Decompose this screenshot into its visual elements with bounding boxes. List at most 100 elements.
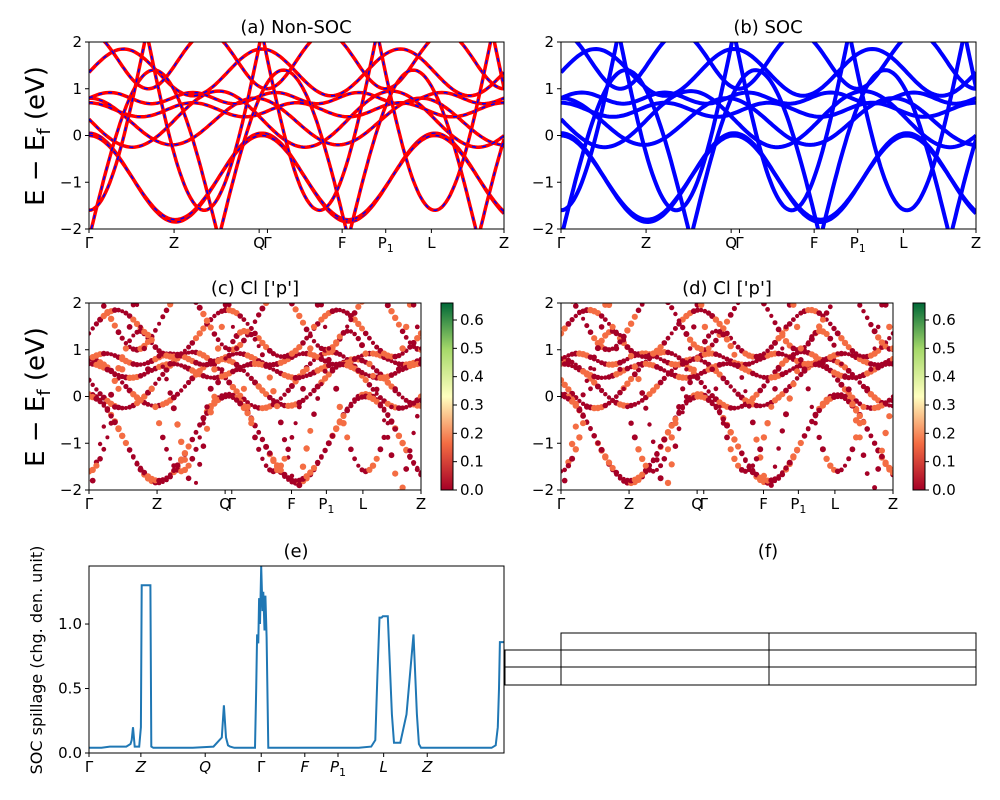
band-point <box>303 445 310 452</box>
band-point <box>654 467 659 472</box>
band-point <box>753 402 760 409</box>
band-point <box>227 394 232 399</box>
band-point <box>768 403 775 410</box>
band-point <box>647 422 652 427</box>
band-point <box>775 326 782 333</box>
band-line-dashed <box>89 42 504 212</box>
band-point <box>226 379 233 386</box>
band-point <box>119 335 125 341</box>
band-point <box>359 369 365 376</box>
panel-e-frame <box>88 565 505 754</box>
band-point <box>396 353 402 359</box>
band-point <box>602 317 608 322</box>
band-point <box>750 467 756 473</box>
band-point <box>260 456 265 461</box>
band-point <box>163 307 170 314</box>
band-point <box>676 410 682 416</box>
band-point <box>657 443 664 450</box>
band-point <box>835 377 841 383</box>
band-point <box>565 386 572 393</box>
x-tick-label: F <box>759 495 768 513</box>
band-point <box>665 303 671 306</box>
band-point <box>724 434 730 441</box>
band-point <box>691 324 697 330</box>
band-point <box>175 362 180 367</box>
panel-e-spillage <box>89 566 504 749</box>
band-point <box>200 416 206 422</box>
band-point <box>145 402 151 407</box>
band-point <box>806 340 811 345</box>
band-point <box>834 330 841 337</box>
band-point <box>219 367 225 373</box>
band-point <box>296 482 303 489</box>
panel-a-title: (a) Non-SOC <box>240 17 351 38</box>
band-point <box>720 416 726 422</box>
colorbar-tick-label: 0.2 <box>460 424 484 442</box>
band-point <box>333 307 339 313</box>
colorbar-tick-label: 0.1 <box>932 453 956 471</box>
band-point <box>373 386 380 393</box>
colorbar-tick-label: 0.4 <box>460 368 484 386</box>
y-tick-label: 1 <box>544 341 554 359</box>
band-point <box>710 330 715 335</box>
x-tick-label: Γ <box>263 234 272 252</box>
band-point <box>717 410 722 416</box>
band-point <box>392 371 398 376</box>
band-point <box>356 463 361 468</box>
band-point <box>882 303 889 308</box>
band-point <box>135 460 139 465</box>
band-point <box>119 354 126 361</box>
band-point <box>322 368 328 374</box>
band-point <box>669 305 675 311</box>
band-point <box>97 456 103 462</box>
band-point <box>215 379 222 386</box>
band-point <box>801 433 808 439</box>
band-point <box>211 331 218 337</box>
band-point <box>392 314 399 321</box>
x-tick-label: F <box>338 234 347 252</box>
y-tick-label: 0.0 <box>58 744 82 762</box>
band-point <box>795 313 800 319</box>
band-point <box>108 413 114 419</box>
band-point <box>723 318 731 325</box>
band-point <box>344 328 350 334</box>
band-point <box>256 344 261 349</box>
band-point <box>300 397 306 403</box>
y-tick-label: −1 <box>532 434 554 452</box>
band-point <box>606 347 612 353</box>
band-point <box>841 339 849 347</box>
band-point <box>366 360 373 368</box>
band-point <box>864 471 870 476</box>
band-point <box>628 420 634 426</box>
band-point <box>308 392 313 397</box>
band-point <box>768 482 774 488</box>
band-point <box>385 414 390 418</box>
band-point <box>362 330 369 337</box>
band-point <box>252 379 258 386</box>
band-point <box>644 298 648 302</box>
band-point <box>285 446 292 453</box>
band-point <box>89 466 96 474</box>
band-point <box>351 316 358 323</box>
band-point <box>348 446 354 453</box>
band-point <box>657 379 664 386</box>
gap-table <box>504 632 977 686</box>
band-point <box>315 343 321 348</box>
colorbar-tick-label: 0.3 <box>932 396 956 414</box>
band-point <box>797 439 804 447</box>
band-point <box>643 405 649 411</box>
band-point <box>661 456 668 462</box>
band-point <box>138 324 143 330</box>
band-point <box>864 315 870 321</box>
band-point <box>819 446 826 453</box>
band-point <box>883 362 888 367</box>
band-point <box>141 393 148 400</box>
band-point <box>355 320 362 328</box>
band-point <box>786 321 793 327</box>
band-point <box>237 313 243 319</box>
band-point <box>299 319 307 326</box>
spillage-line <box>89 566 504 749</box>
band-point <box>203 425 211 432</box>
x-tick-label: F <box>287 495 296 513</box>
band-point <box>304 335 309 341</box>
